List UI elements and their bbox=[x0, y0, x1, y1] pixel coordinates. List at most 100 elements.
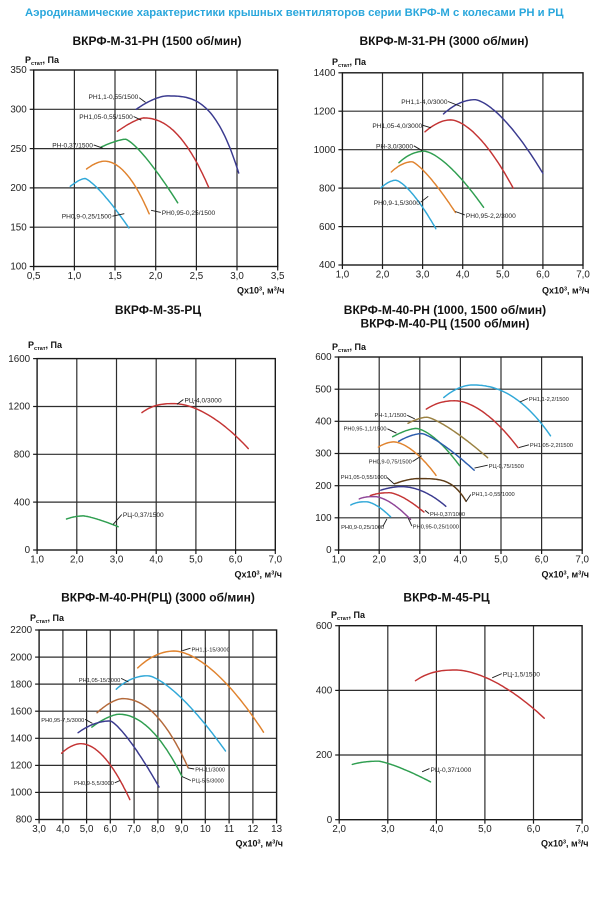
svg-text:150: 150 bbox=[10, 222, 27, 233]
svg-text:Qх103, м3/ч: Qх103, м3/ч bbox=[541, 839, 589, 849]
svg-text:1200: 1200 bbox=[10, 761, 32, 772]
svg-text:1400: 1400 bbox=[10, 734, 32, 745]
svg-text:2,0: 2,0 bbox=[149, 271, 163, 282]
svg-text:1,0: 1,0 bbox=[68, 271, 82, 282]
svg-text:3,0: 3,0 bbox=[413, 555, 427, 566]
svg-text:1200: 1200 bbox=[8, 402, 30, 413]
svg-text:РН0,9-5,5/3000: РН0,9-5,5/3000 bbox=[74, 781, 114, 787]
svg-text:2,0: 2,0 bbox=[376, 270, 390, 281]
svg-text:400: 400 bbox=[315, 417, 332, 428]
svg-text:РН0,95-0,25/1500: РН0,95-0,25/1500 bbox=[162, 210, 216, 217]
svg-text:1600: 1600 bbox=[8, 354, 30, 365]
svg-text:0: 0 bbox=[25, 545, 31, 556]
svg-text:4,0: 4,0 bbox=[430, 824, 444, 835]
svg-text:РН1,05-15/3000: РН1,05-15/3000 bbox=[79, 678, 120, 684]
svg-text:РН0,95-0,25/1000: РН0,95-0,25/1000 bbox=[413, 525, 459, 531]
svg-text:600: 600 bbox=[319, 222, 336, 233]
svg-text:Аэродинамические характеристик: Аэродинамические характеристики крышных … bbox=[25, 7, 564, 19]
svg-text:600: 600 bbox=[315, 352, 332, 363]
svg-text:7,0: 7,0 bbox=[576, 270, 590, 281]
svg-text:РЦ-0,75/1500: РЦ-0,75/1500 bbox=[489, 464, 524, 470]
svg-text:8,0: 8,0 bbox=[151, 824, 165, 835]
svg-text:1,5: 1,5 bbox=[108, 271, 122, 282]
svg-text:800: 800 bbox=[319, 183, 336, 194]
svg-text:400: 400 bbox=[319, 260, 336, 271]
svg-text:РН0,95-7,5/3000: РН0,95-7,5/3000 bbox=[41, 718, 84, 724]
svg-text:РН0,9-0,25/1000: РН0,9-0,25/1000 bbox=[341, 525, 384, 531]
svg-text:0: 0 bbox=[326, 545, 332, 556]
svg-text:4,0: 4,0 bbox=[56, 824, 70, 835]
svg-text:1400: 1400 bbox=[314, 68, 336, 79]
svg-text:1,0: 1,0 bbox=[336, 270, 350, 281]
svg-text:ВКРФ-М-35-РЦ: ВКРФ-М-35-РЦ bbox=[115, 303, 201, 317]
svg-text:6,0: 6,0 bbox=[527, 824, 541, 835]
svg-text:3,0: 3,0 bbox=[230, 271, 244, 282]
svg-text:7,0: 7,0 bbox=[575, 824, 589, 835]
svg-text:РН1,05-2,2I1500: РН1,05-2,2I1500 bbox=[530, 443, 573, 449]
svg-text:РЦ-0,37/1000: РЦ-0,37/1000 bbox=[431, 767, 472, 774]
svg-text:12: 12 bbox=[247, 824, 258, 835]
svg-text:400: 400 bbox=[14, 497, 31, 508]
svg-text:200: 200 bbox=[10, 183, 27, 194]
svg-text:1000: 1000 bbox=[10, 788, 32, 799]
svg-text:Qх103, м3/ч: Qх103, м3/ч bbox=[237, 286, 285, 296]
svg-text:2,5: 2,5 bbox=[190, 271, 204, 282]
svg-text:6,0: 6,0 bbox=[535, 555, 549, 566]
svg-text:3,0: 3,0 bbox=[110, 555, 124, 566]
svg-text:РН1,1-4,0/3000: РН1,1-4,0/3000 bbox=[401, 99, 448, 106]
svg-text:Qх103, м3/ч: Qх103, м3/ч bbox=[542, 286, 590, 296]
svg-text:РН0,95-1,1/1500: РН0,95-1,1/1500 bbox=[344, 427, 387, 433]
svg-text:1600: 1600 bbox=[10, 706, 32, 717]
svg-text:5,0: 5,0 bbox=[478, 824, 492, 835]
svg-text:ВКРФ-М-31-РН (1500 об/мин): ВКРФ-М-31-РН (1500 об/мин) bbox=[72, 34, 241, 48]
svg-text:7,0: 7,0 bbox=[268, 555, 282, 566]
svg-text:500: 500 bbox=[315, 384, 332, 395]
svg-text:800: 800 bbox=[14, 450, 31, 461]
svg-text:РН-0,37/1000: РН-0,37/1000 bbox=[430, 512, 465, 518]
svg-text:РН1,05-0,55/1500: РН1,05-0,55/1500 bbox=[79, 114, 133, 121]
svg-text:3,0: 3,0 bbox=[32, 824, 46, 835]
svg-text:350: 350 bbox=[10, 65, 27, 76]
svg-text:400: 400 bbox=[316, 686, 333, 697]
svg-text:800: 800 bbox=[16, 815, 33, 826]
svg-text:4,0: 4,0 bbox=[456, 270, 470, 281]
svg-text:1,0: 1,0 bbox=[332, 555, 346, 566]
svg-text:5,0: 5,0 bbox=[496, 270, 510, 281]
svg-text:250: 250 bbox=[10, 144, 27, 155]
svg-text:РН0,9-1,5/3000: РН0,9-1,5/3000 bbox=[374, 200, 421, 207]
svg-text:РН1,05-0,55/1000: РН1,05-0,55/1000 bbox=[341, 475, 387, 481]
svg-text:2,0: 2,0 bbox=[372, 555, 386, 566]
svg-text:300: 300 bbox=[10, 105, 27, 116]
svg-text:ВКРФ-М-40-РН(РЦ) (3000 об/мин): ВКРФ-М-40-РН(РЦ) (3000 об/мин) bbox=[61, 591, 255, 605]
svg-text:ВКРФ-М-40-РН (1000, 1500 об/ми: ВКРФ-М-40-РН (1000, 1500 об/мин) bbox=[344, 303, 546, 317]
svg-text:ВКРФ-М-31-РН (3000 об/мин): ВКРФ-М-31-РН (3000 об/мин) bbox=[359, 34, 528, 48]
svg-text:300: 300 bbox=[315, 449, 332, 460]
svg-text:2000: 2000 bbox=[10, 652, 32, 663]
svg-text:0,5: 0,5 bbox=[27, 271, 41, 282]
svg-text:0: 0 bbox=[327, 815, 333, 826]
svg-text:7,0: 7,0 bbox=[575, 555, 589, 566]
svg-text:РЦ-4,0/3000: РЦ-4,0/3000 bbox=[185, 398, 222, 405]
svg-text:100: 100 bbox=[10, 262, 27, 273]
svg-text:1000: 1000 bbox=[314, 145, 336, 156]
svg-text:Qх103, м3/ч: Qх103, м3/ч bbox=[541, 570, 589, 580]
svg-text:4,0: 4,0 bbox=[149, 555, 163, 566]
svg-text:4,0: 4,0 bbox=[454, 555, 468, 566]
svg-text:5,0: 5,0 bbox=[494, 555, 508, 566]
svg-text:РЦ-5,5/3000: РЦ-5,5/3000 bbox=[192, 779, 224, 785]
svg-text:РН1,05-4,0/3000: РН1,05-4,0/3000 bbox=[372, 123, 422, 130]
svg-text:5,0: 5,0 bbox=[189, 555, 203, 566]
svg-text:200: 200 bbox=[316, 750, 333, 761]
svg-text:РЦ-0,37/1500: РЦ-0,37/1500 bbox=[123, 512, 164, 519]
svg-text:3,0: 3,0 bbox=[381, 824, 395, 835]
svg-text:РН0,95-2,2/3000: РН0,95-2,2/3000 bbox=[466, 213, 516, 220]
svg-text:РН-0,37/1500: РН-0,37/1500 bbox=[52, 143, 93, 150]
svg-text:6,0: 6,0 bbox=[229, 555, 243, 566]
svg-text:1,0: 1,0 bbox=[30, 555, 44, 566]
svg-text:3,5: 3,5 bbox=[271, 271, 285, 282]
svg-text:ВКРФ-М-40-РЦ (1500 об/мин): ВКРФ-М-40-РЦ (1500 об/мин) bbox=[360, 317, 529, 331]
svg-text:10: 10 bbox=[200, 824, 211, 835]
svg-text:3,0: 3,0 bbox=[416, 270, 430, 281]
svg-text:1200: 1200 bbox=[314, 106, 336, 117]
svg-text:РН-1,1/1500: РН-1,1/1500 bbox=[374, 413, 406, 419]
